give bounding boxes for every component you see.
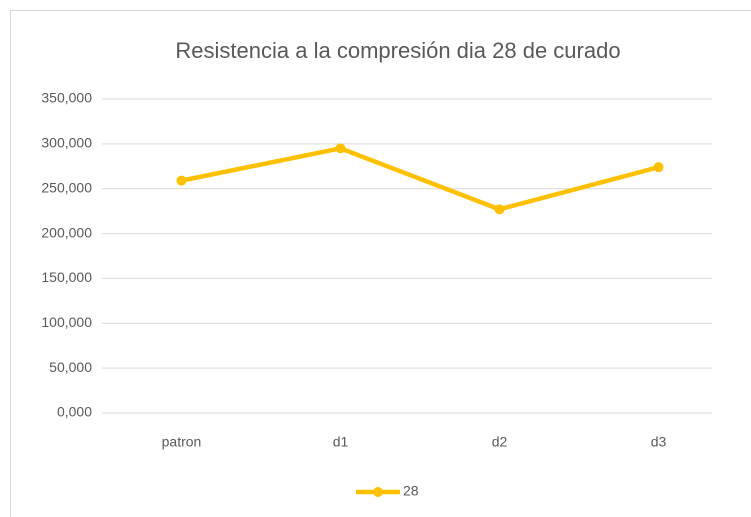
x-tick-label: d2: [492, 434, 508, 450]
y-tick-label: 300,000: [41, 135, 92, 151]
point: [653, 162, 664, 173]
chart-border: [10, 10, 751, 517]
point: [335, 143, 346, 154]
y-tick-label: 200,000: [41, 224, 92, 240]
x-tick-label: d1: [333, 434, 349, 450]
y-tick-label: 100,000: [41, 314, 92, 330]
point: [176, 175, 187, 186]
series-line: [179, 146, 661, 212]
x-tick-label: patron: [162, 434, 202, 450]
y-tick-label: 350,000: [41, 90, 92, 106]
point: [494, 204, 505, 215]
y-tick-label: 150,000: [41, 269, 92, 285]
legend-marker: [373, 487, 383, 497]
legend-label: 28: [403, 483, 419, 499]
x-tick-label: d3: [651, 434, 667, 450]
chart-title: Resistencia a la compresión dia 28 de cu…: [175, 38, 620, 63]
y-tick-label: 50,000: [49, 359, 92, 375]
y-tick-label: 0,000: [57, 404, 92, 420]
y-tick-label: 250,000: [41, 179, 92, 195]
